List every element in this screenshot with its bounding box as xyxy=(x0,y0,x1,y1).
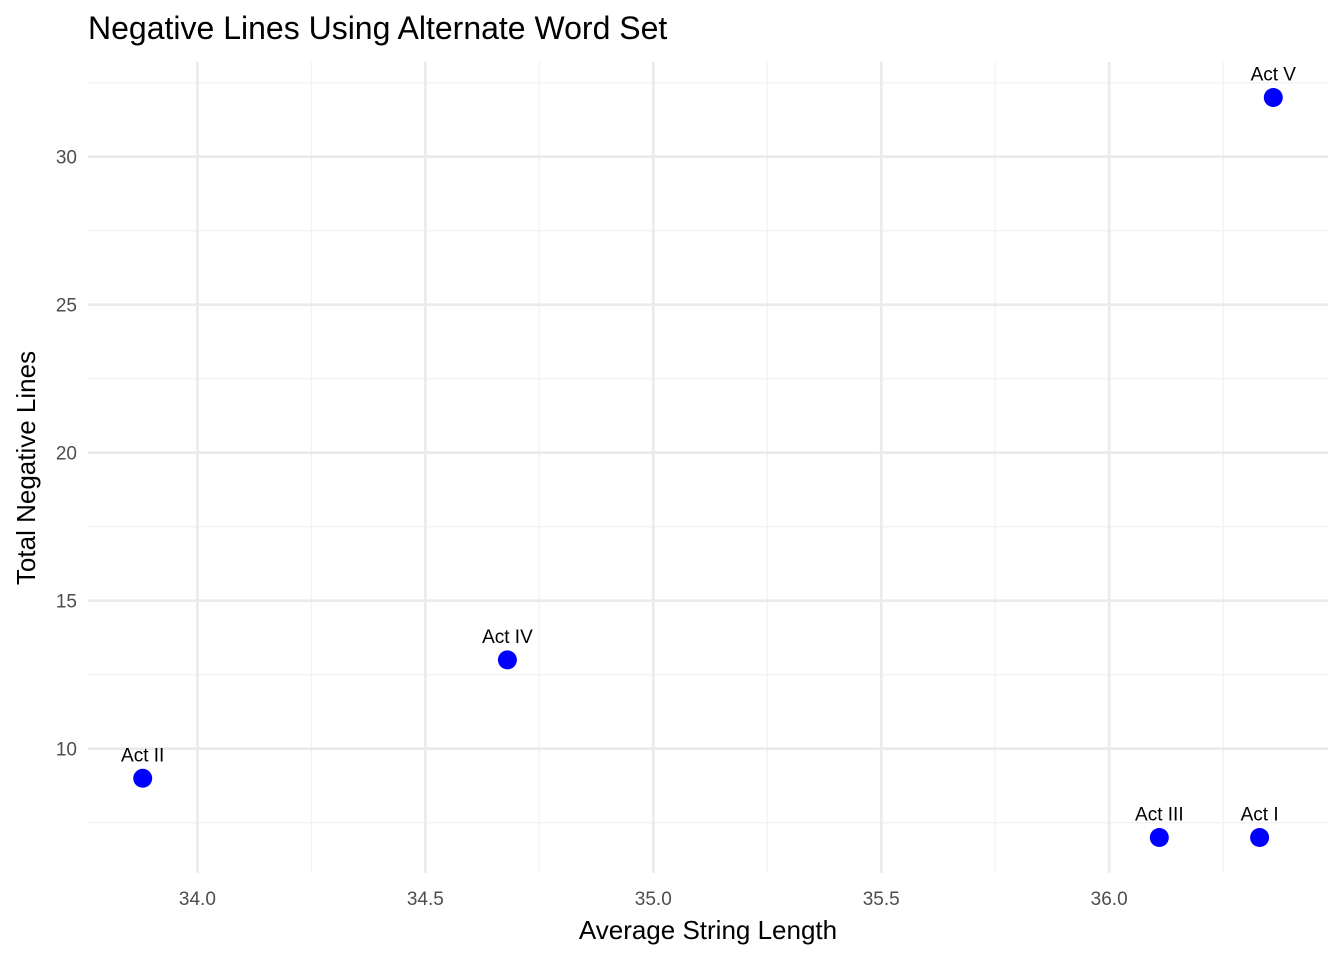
y-tick-label: 10 xyxy=(56,740,77,761)
y-tick-label: 30 xyxy=(56,148,77,169)
data-point xyxy=(497,650,517,670)
y-tick-label: 20 xyxy=(56,444,77,465)
data-point xyxy=(1149,827,1169,847)
x-tick-label: 36.0 xyxy=(1091,889,1128,910)
point-layer: Act I Act II Act III Act IV Act V xyxy=(121,65,1296,847)
data-point-label: Act III xyxy=(1135,804,1184,825)
data-point-label: Act I xyxy=(1241,804,1279,825)
y-tick-label: 15 xyxy=(56,592,77,613)
y-axis-title: Total Negative Lines xyxy=(11,351,41,585)
y-tick-label: 25 xyxy=(56,296,77,317)
grid-layer xyxy=(88,62,1328,873)
data-point-label: Act IV xyxy=(482,627,533,648)
x-tick-label: 34.0 xyxy=(179,889,216,910)
data-point xyxy=(1250,827,1270,847)
x-tick-label: 34.5 xyxy=(407,889,444,910)
data-point-label: Act II xyxy=(121,745,164,766)
x-tick-label: 35.0 xyxy=(635,889,672,910)
chart-title: Negative Lines Using Alternate Word Set xyxy=(88,10,667,46)
x-axis-title: Average String Length xyxy=(579,915,837,945)
data-point-label: Act V xyxy=(1251,65,1297,86)
x-tick-label: 35.5 xyxy=(863,889,900,910)
data-point xyxy=(1263,88,1283,108)
tick-label-layer: 34.0 34.5 35.0 35.5 36.0 10 15 20 25 30 xyxy=(56,148,1128,910)
data-point xyxy=(133,768,153,788)
